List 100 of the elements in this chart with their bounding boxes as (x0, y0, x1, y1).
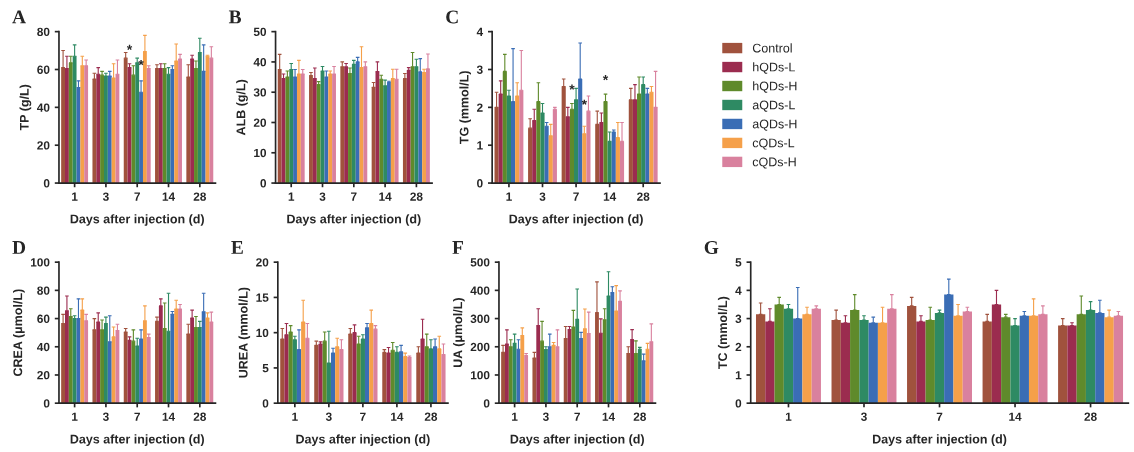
y-tick-label: 10 (256, 328, 269, 338)
x-tick-label: 3 (860, 412, 867, 421)
legend-label: cQDs-H (752, 157, 796, 169)
legend-label: aQDs-H (752, 119, 797, 131)
y-tick-label: 0 (483, 399, 490, 408)
x-tick-label: 28 (637, 192, 650, 201)
y-tick-label: 100 (30, 258, 50, 267)
legend-label: hQDs-H (753, 81, 797, 93)
y-tick-label: 20 (37, 371, 50, 380)
x-tick-label: 28 (410, 192, 423, 201)
annotation: * (569, 84, 575, 90)
y-tick-label: 0 (43, 179, 50, 188)
legend-label: aQDs-L (752, 100, 795, 112)
x-tick-label: 28 (424, 412, 438, 421)
x-axis-title: Days after injection (d) (510, 434, 644, 446)
x-tick-label: 7 (134, 412, 140, 421)
x-tick-label: 1 (292, 412, 298, 421)
y-tick-label: 15 (256, 293, 269, 302)
legend-label: hQDs-L (753, 62, 795, 74)
y-tick-label: 0 (262, 399, 269, 408)
y-tick-label: 60 (37, 65, 50, 74)
y-tick-label: 0 (260, 179, 267, 188)
x-tick-label: 1 (72, 412, 78, 421)
chart-title: G (704, 240, 719, 255)
y-axis-title: TC (mmol/L) (717, 296, 730, 369)
x-tick-label: 7 (574, 412, 580, 421)
x-axis-title: Days after injection (d) (70, 214, 204, 226)
chart-title: A (12, 10, 26, 24)
y-tick-label: 400 (470, 286, 490, 295)
y-tick-label: 1 (477, 141, 483, 150)
x-tick-label: 28 (193, 192, 207, 201)
x-axis-title: Days after injection (d) (509, 214, 643, 226)
x-tick-label: 3 (539, 192, 546, 201)
y-axis-title: CREA (μmol/L) (13, 289, 25, 377)
x-tick-label: 3 (542, 412, 549, 421)
y-tick-label: 40 (253, 57, 267, 67)
y-tick-label: 10 (254, 148, 267, 158)
x-tick-label: 14 (1009, 412, 1022, 421)
x-tick-label: 14 (379, 192, 392, 201)
x-tick-label: 1 (785, 412, 792, 421)
y-tick-label: 50 (253, 27, 267, 37)
y-tick-label: 80 (37, 27, 50, 37)
annotation: * (581, 99, 588, 105)
x-tick-label: 7 (936, 412, 943, 421)
x-tick-label: 3 (325, 412, 332, 421)
y-tick-label: 2 (476, 103, 483, 112)
y-tick-label: 30 (253, 88, 267, 97)
y-tick-label: 5 (735, 258, 742, 267)
y-tick-label: 0 (43, 399, 50, 408)
y-tick-label: 3 (476, 65, 483, 74)
x-tick-label: 1 (288, 192, 295, 201)
y-tick-label: 80 (37, 286, 50, 295)
legend-label: cQDs-L (752, 138, 795, 150)
x-tick-label: 1 (512, 412, 518, 421)
x-tick-label: 7 (573, 192, 579, 201)
annotation: * (602, 75, 609, 81)
y-tick-label: 40 (36, 103, 50, 112)
y-axis-title: UA (μmol/L) (453, 298, 465, 368)
y-tick-label: 5 (262, 364, 269, 373)
y-tick-label: 4 (476, 27, 484, 36)
y-tick-label: 3 (735, 314, 742, 323)
x-tick-label: 1 (506, 192, 512, 201)
y-tick-label: 20 (256, 258, 269, 267)
x-axis-title: Days after injection (d) (287, 214, 421, 226)
x-tick-label: 14 (162, 412, 176, 421)
y-tick-label: 2 (735, 342, 742, 352)
y-axis-title: UREA (mmol/L) (238, 287, 251, 378)
x-axis-title: Days after injection (d) (872, 434, 1007, 446)
y-tick-label: 40 (36, 342, 50, 352)
y-axis-title: TP (g/L) (19, 84, 32, 131)
y-tick-label: 300 (470, 314, 490, 323)
x-axis-title: Days after injection (d) (70, 434, 204, 446)
y-tick-label: 20 (253, 118, 267, 127)
y-tick-label: 200 (470, 342, 490, 352)
x-tick-label: 28 (193, 412, 207, 421)
x-tick-label: 1 (72, 192, 78, 201)
y-tick-label: 0 (735, 399, 742, 408)
x-tick-label: 3 (102, 192, 109, 201)
x-tick-label: 3 (319, 192, 326, 201)
x-tick-label: 14 (391, 412, 404, 421)
x-tick-label: 7 (351, 192, 357, 201)
x-tick-label: 14 (162, 192, 176, 201)
x-tick-label: 14 (603, 192, 617, 201)
x-tick-label: 14 (602, 412, 616, 421)
annotation: * (126, 44, 133, 50)
chart-title: F (452, 241, 463, 254)
x-tick-label: 28 (1084, 412, 1097, 421)
y-axis-title: ALB (g/L) (236, 79, 248, 136)
y-tick-label: 100 (470, 371, 490, 380)
x-axis-title: Days after injection (d) (296, 434, 430, 446)
x-tick-label: 7 (360, 412, 366, 421)
y-tick-label: 20 (37, 141, 50, 150)
y-tick-label: 1 (735, 371, 742, 380)
chart-title: C (446, 10, 458, 24)
y-tick-label: 500 (470, 258, 490, 267)
x-tick-label: 28 (633, 412, 647, 421)
legend-label: Control (752, 43, 792, 53)
x-tick-label: 7 (134, 192, 140, 201)
y-tick-label: 4 (735, 286, 742, 295)
y-tick-label: 60 (37, 314, 50, 323)
